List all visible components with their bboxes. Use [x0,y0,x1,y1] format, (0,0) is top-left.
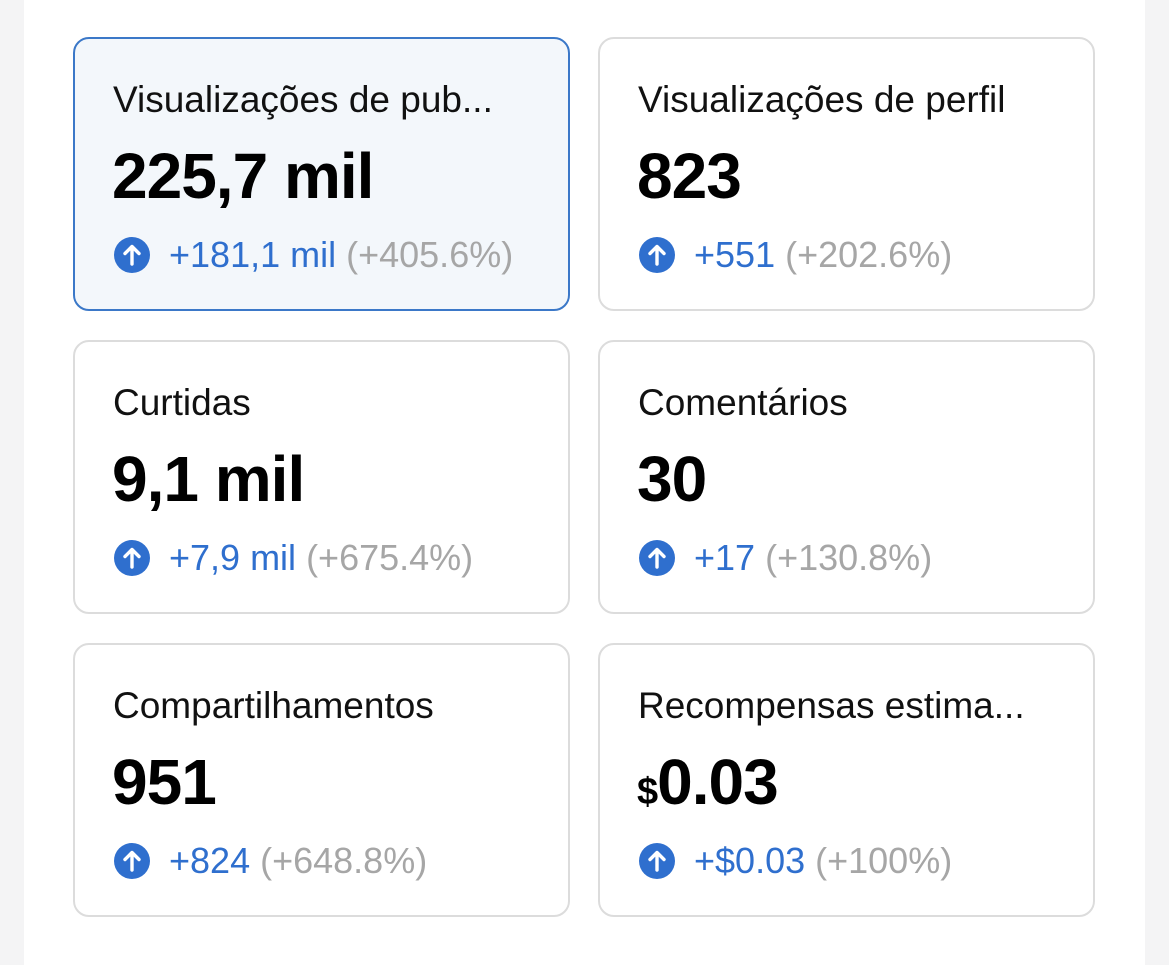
change-value: +824 [169,840,251,881]
value-text: 225,7 mil [112,140,374,212]
value-text: 823 [637,140,742,212]
change-value: +551 [694,234,776,275]
change-value: +7,9 mil [169,537,297,578]
metric-value: $0.03 [637,745,779,819]
up-arrow-icon [114,237,150,273]
metric-change: +181,1 mil (+405.6%) [113,234,514,275]
value-text: 30 [637,443,707,515]
change-percent: (+675.4%) [306,537,474,578]
up-arrow-icon [639,237,675,273]
up-arrow-icon [639,843,675,879]
value-text: 0.03 [657,746,779,818]
metric-label: Compartilhamentos [113,685,434,726]
metric-card[interactable]: Comentários 30 +17 (+130.8%) [598,340,1095,614]
change-percent: (+202.6%) [785,234,953,275]
metric-change: +7,9 mil (+675.4%) [113,537,474,578]
up-arrow-icon [639,540,675,576]
metric-label: Visualizações de pub... [113,79,493,120]
currency-symbol: $ [637,771,658,813]
metric-value: 9,1 mil [112,442,305,516]
metric-label: Visualizações de perfil [638,79,1006,120]
metric-value: 30 [637,442,707,516]
metric-label: Recompensas estima... [638,685,1025,726]
metric-change: +551 (+202.6%) [638,234,953,275]
metric-change: +17 (+130.8%) [638,537,933,578]
change-percent: (+100%) [815,840,953,881]
value-text: 951 [112,746,217,818]
metric-card[interactable]: Compartilhamentos 951 +824 (+648.8%) [73,643,570,917]
change-percent: (+405.6%) [346,234,514,275]
metric-value: 225,7 mil [112,139,374,213]
change-value: +17 [694,537,756,578]
value-text: 9,1 mil [112,443,305,515]
up-arrow-icon [114,540,150,576]
metric-card[interactable]: Curtidas 9,1 mil +7,9 mil (+675.4%) [73,340,570,614]
change-percent: (+648.8%) [260,840,428,881]
metric-card[interactable]: Recompensas estima... $0.03 +$0.03 (+100%) [598,643,1095,917]
metric-change: +$0.03 (+100%) [638,840,953,881]
change-value: +181,1 mil [169,234,337,275]
up-arrow-icon [114,843,150,879]
change-percent: (+130.8%) [765,537,933,578]
change-value: +$0.03 [694,840,806,881]
metric-label: Curtidas [113,382,251,423]
metric-value: 951 [112,745,217,819]
metric-change: +824 (+648.8%) [113,840,428,881]
metric-value: 823 [637,139,742,213]
metric-card[interactable]: Visualizações de perfil 823 +551 (+202.6%) [598,37,1095,311]
metric-card[interactable]: Visualizações de pub... 225,7 mil +181,1 m… [73,37,570,311]
metric-label: Comentários [638,382,848,423]
